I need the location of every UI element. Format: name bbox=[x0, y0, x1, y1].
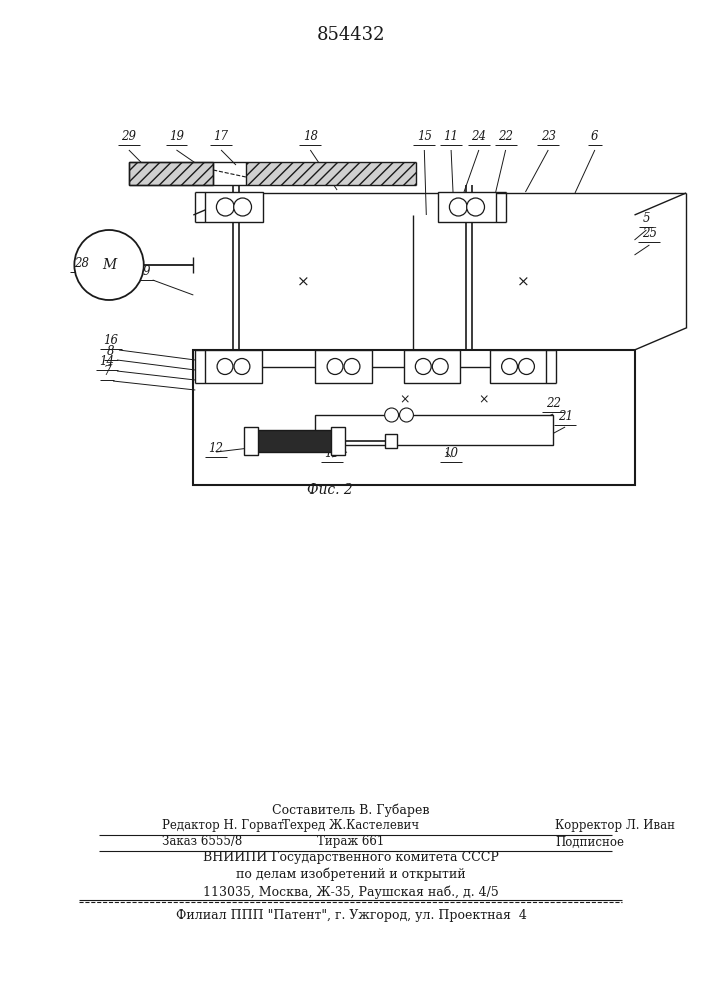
Text: Редактор Н. Горват: Редактор Н. Горват bbox=[162, 820, 284, 832]
Text: Корректор Л. Иван: Корректор Л. Иван bbox=[555, 820, 675, 832]
Text: 22: 22 bbox=[546, 397, 561, 410]
Bar bbox=[315, 350, 372, 383]
Text: M: M bbox=[102, 258, 116, 272]
Text: по делам изобретений и открытий: по делам изобретений и открытий bbox=[236, 867, 466, 881]
Text: 23: 23 bbox=[541, 130, 556, 143]
Text: 854432: 854432 bbox=[317, 26, 385, 44]
Bar bbox=[205, 350, 262, 383]
Text: ×: × bbox=[517, 275, 530, 289]
Bar bbox=[256, 430, 332, 452]
Bar bbox=[331, 427, 345, 455]
Bar bbox=[404, 350, 460, 383]
Circle shape bbox=[415, 359, 431, 374]
Bar bbox=[129, 162, 213, 185]
Text: ×: × bbox=[399, 393, 410, 406]
Text: ×: × bbox=[297, 275, 310, 289]
Text: 28: 28 bbox=[74, 257, 89, 270]
Circle shape bbox=[344, 359, 360, 374]
Text: 11: 11 bbox=[443, 130, 459, 143]
Text: 18: 18 bbox=[303, 130, 318, 143]
Text: 9: 9 bbox=[143, 265, 151, 278]
Text: 5: 5 bbox=[643, 212, 650, 225]
Text: 15: 15 bbox=[417, 130, 432, 143]
Circle shape bbox=[216, 198, 234, 216]
Text: ВНИИПИ Государственного комитета СССР: ВНИИПИ Государственного комитета СССР bbox=[203, 852, 499, 864]
Bar bbox=[246, 162, 416, 185]
Text: Фис. 2: Фис. 2 bbox=[308, 483, 353, 497]
Circle shape bbox=[518, 359, 534, 374]
Text: Тираж 661: Тираж 661 bbox=[317, 836, 385, 848]
Circle shape bbox=[399, 408, 414, 422]
Circle shape bbox=[432, 359, 448, 374]
Text: 8: 8 bbox=[107, 345, 115, 358]
Text: Техред Ж.Кастелевич: Техред Ж.Кастелевич bbox=[282, 820, 419, 832]
Text: 12: 12 bbox=[209, 442, 223, 455]
Text: 7: 7 bbox=[103, 365, 111, 378]
Bar bbox=[205, 192, 263, 222]
Bar bbox=[438, 192, 496, 222]
Text: Подписное: Подписное bbox=[555, 836, 624, 848]
Text: 29: 29 bbox=[122, 130, 136, 143]
Bar bbox=[385, 434, 397, 448]
Circle shape bbox=[217, 359, 233, 374]
Bar bbox=[195, 192, 205, 222]
Text: 16: 16 bbox=[103, 334, 119, 347]
Circle shape bbox=[234, 198, 252, 216]
Text: 113035, Москва, Ж-35, Раушская наб., д. 4/5: 113035, Москва, Ж-35, Раушская наб., д. … bbox=[203, 885, 499, 899]
Bar bbox=[244, 427, 258, 455]
Text: 19: 19 bbox=[169, 130, 184, 143]
Bar bbox=[193, 350, 634, 485]
Text: 17: 17 bbox=[214, 130, 228, 143]
Text: 24: 24 bbox=[472, 130, 486, 143]
Text: 25: 25 bbox=[642, 227, 657, 240]
Text: 10: 10 bbox=[443, 447, 459, 460]
Text: 22: 22 bbox=[498, 130, 513, 143]
Circle shape bbox=[234, 359, 250, 374]
Text: 6: 6 bbox=[591, 130, 599, 143]
Circle shape bbox=[385, 408, 399, 422]
Bar bbox=[490, 350, 547, 383]
Text: Заказ 6555/8: Заказ 6555/8 bbox=[162, 836, 242, 848]
Circle shape bbox=[467, 198, 484, 216]
Circle shape bbox=[501, 359, 518, 374]
Text: ×: × bbox=[479, 393, 489, 406]
Circle shape bbox=[327, 359, 343, 374]
Text: Составитель В. Губарев: Составитель В. Губарев bbox=[272, 803, 430, 817]
Text: 14: 14 bbox=[100, 355, 115, 368]
Text: 21: 21 bbox=[558, 410, 573, 423]
Text: 13: 13 bbox=[325, 447, 339, 460]
Circle shape bbox=[74, 230, 144, 300]
Circle shape bbox=[450, 198, 467, 216]
Bar bbox=[315, 415, 553, 445]
Text: Филиал ППП "Патент", г. Ужгород, ул. Проектная  4: Филиал ППП "Патент", г. Ужгород, ул. Про… bbox=[175, 910, 527, 922]
